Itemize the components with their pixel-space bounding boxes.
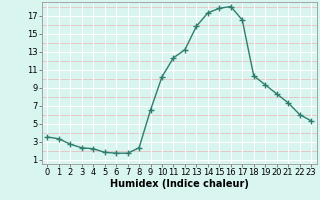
X-axis label: Humidex (Indice chaleur): Humidex (Indice chaleur): [110, 179, 249, 189]
